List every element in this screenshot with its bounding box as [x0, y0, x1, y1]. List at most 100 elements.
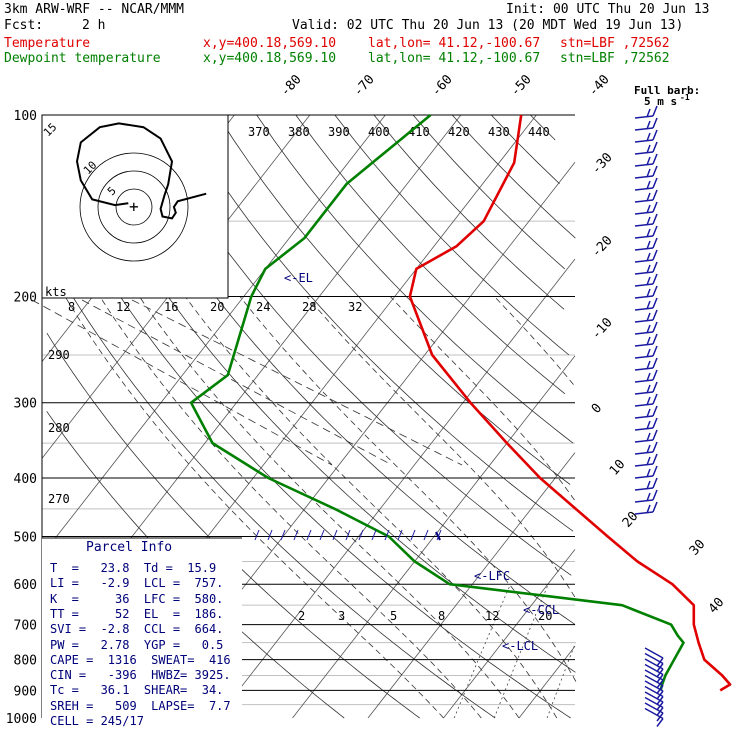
wind-barb-flag — [646, 336, 651, 346]
wind-barb — [634, 393, 658, 407]
wind-barb — [634, 153, 658, 167]
wind-barb-staff — [644, 702, 664, 714]
wind-barb — [634, 453, 658, 467]
wind-barb — [634, 225, 658, 239]
dewpoint-legend-station: stn=LBF ,72562 — [560, 51, 670, 66]
parcel-info-row: K = 36 LFC = 580. — [50, 591, 224, 606]
parcel-tick — [435, 531, 441, 541]
wind-barb — [634, 501, 658, 515]
wind-barb-staff — [634, 199, 654, 203]
theta-side-label: 270 — [48, 492, 70, 506]
dry-adiabat-line — [451, 114, 576, 239]
wind-barb — [634, 141, 658, 155]
isotherm-label: -40 — [586, 72, 613, 99]
wind-barb — [644, 707, 664, 727]
wind-barb-staff — [634, 127, 654, 131]
wind-barb-flag — [652, 249, 658, 261]
wind-barb-flag — [652, 357, 658, 369]
dry-adiabat-line — [178, 114, 574, 532]
wind-barb-flag — [652, 201, 658, 213]
pressure-tick-label: 900 — [14, 684, 37, 699]
parcel-wind-tick — [293, 529, 299, 541]
wind-barb-flag — [652, 297, 658, 309]
wind-barb-flag — [646, 276, 651, 286]
wind-barb-staff — [634, 331, 654, 335]
dry-adiabat-line — [295, 114, 566, 395]
wind-barb — [634, 381, 658, 395]
wind-barb-flag — [646, 120, 651, 130]
wind-barb-staff — [634, 415, 654, 419]
hodograph-frame — [41, 114, 229, 299]
pressure-tick-label: 800 — [14, 654, 37, 669]
parcel-wind-tick — [371, 529, 377, 541]
wind-barb-flag — [646, 156, 651, 166]
wind-barb — [634, 333, 658, 347]
temperature-legend-label: Temperature — [4, 36, 91, 51]
upper-reference-line — [131, 299, 463, 466]
parcel-wind-tick — [280, 529, 286, 541]
wind-barb-flag — [652, 273, 658, 285]
isotherm-line — [518, 645, 576, 719]
wind-barb — [634, 237, 658, 251]
wind-barb-staff — [634, 463, 654, 467]
wind-barb-staff — [634, 295, 654, 299]
wind-barb-flag — [652, 417, 658, 429]
wind-barb-flag — [652, 441, 658, 453]
wind-barb-flag — [652, 117, 658, 129]
parcel-wind-tick — [423, 529, 429, 541]
wind-barb-staff — [634, 451, 654, 455]
wind-barb-staff — [634, 391, 654, 395]
wind-barb — [634, 465, 658, 479]
isotherm-label: 30 — [687, 537, 709, 559]
isotherm-label: 10 — [607, 457, 629, 479]
wind-barb-staff — [634, 223, 654, 227]
wind-barb — [634, 441, 658, 455]
wind-barb-staff — [634, 163, 654, 167]
isotherm-label: -10 — [589, 315, 616, 342]
wind-barb — [634, 429, 658, 443]
wind-barb-staff — [644, 663, 664, 676]
isotherm-label: -80 — [278, 72, 305, 99]
wind-barb-staff — [644, 669, 664, 681]
wind-barb-staff — [644, 691, 664, 703]
wind-barb — [634, 405, 658, 419]
wind-barb — [634, 417, 658, 431]
upper-mixing-label: 8 — [68, 300, 75, 314]
wind-barb-staff — [634, 115, 654, 119]
wind-barb — [634, 345, 658, 359]
wind-barb — [634, 177, 658, 191]
wind-barb-staff — [634, 379, 654, 383]
pressure-tick-label: 400 — [14, 472, 37, 487]
parcel-wind-tick — [384, 529, 390, 541]
parcel-wind-tick — [345, 529, 351, 541]
wind-barb-flag — [652, 393, 658, 405]
wind-barb-staff — [644, 696, 664, 709]
wind-barb-flag — [652, 285, 658, 297]
wind-barb-flag — [646, 300, 651, 310]
wind-barb — [634, 213, 658, 227]
wind-barb — [634, 105, 658, 119]
wind-barb-flag — [652, 501, 658, 513]
dewpoint-legend-xy: x,y=400.18,569.10 — [203, 51, 337, 66]
isotherm-label: -20 — [589, 233, 616, 260]
wind-barb-flag — [652, 405, 658, 417]
theta-label: 430 — [488, 125, 510, 139]
parcel-wind-tick — [436, 529, 442, 541]
temperature-trace — [408, 114, 732, 692]
theta-label: 420 — [448, 125, 470, 139]
theta-side-label: 280 — [48, 421, 70, 435]
dewpoint-trace — [189, 113, 685, 691]
pressure-tick-label: 300 — [14, 397, 37, 412]
wind-barb-flag — [646, 372, 651, 382]
temperature-legend-latlon: lat,lon= 41.12,-100.67 — [368, 36, 541, 51]
upper-mixing-label: 12 — [116, 300, 130, 314]
wind-barb-staff — [634, 343, 654, 347]
isotherm-label: -50 — [508, 72, 535, 99]
hodograph-units-label: kts — [45, 285, 67, 299]
dry-adiabat-line — [373, 114, 565, 310]
wind-barb-flag — [652, 453, 658, 465]
isotherm-label: -30 — [589, 150, 616, 177]
wind-barb — [634, 201, 658, 215]
hodograph-ring — [115, 188, 153, 226]
parcel-info-row: LI = -2.9 LCL = 757. — [50, 576, 224, 591]
